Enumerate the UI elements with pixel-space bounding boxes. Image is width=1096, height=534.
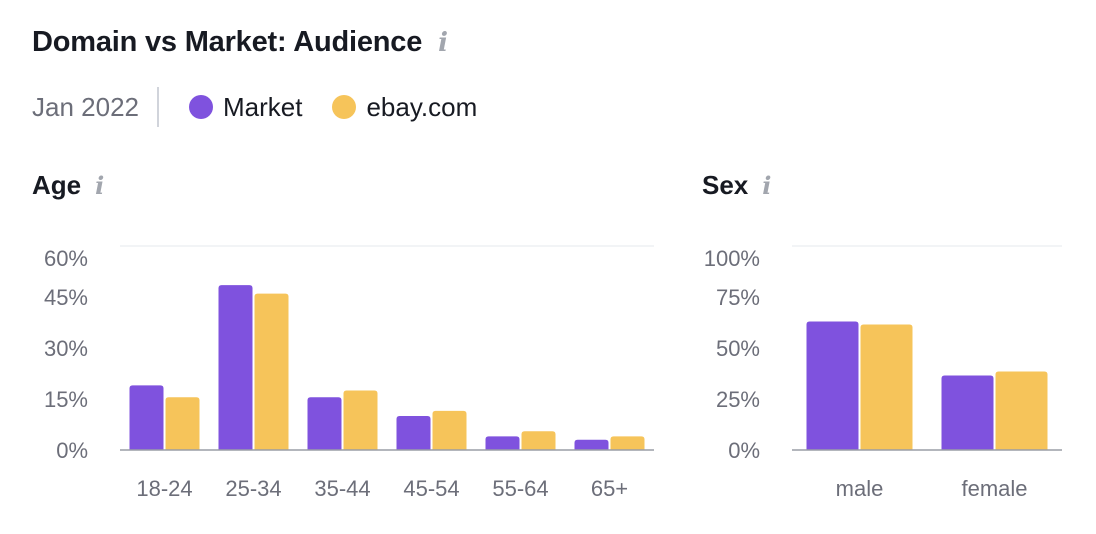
sex-section-title: Sex i (702, 170, 771, 201)
age-y-tick-label: 30% (44, 336, 88, 361)
age-info-icon[interactable]: i (95, 170, 105, 200)
sex-y-tick-label: 100% (704, 246, 760, 271)
age-bar-ebay[interactable] (254, 293, 289, 450)
legend-divider (156, 87, 159, 127)
sex-bar-ebay[interactable] (995, 371, 1048, 450)
sex-info-icon[interactable]: i (762, 170, 772, 200)
legend-label-ebay: ebay.com (366, 91, 478, 122)
sex-bar-market[interactable] (941, 375, 994, 450)
age-section-title: Age i (32, 170, 104, 201)
age-bar-market[interactable] (307, 397, 342, 450)
age-bar-market[interactable] (485, 436, 520, 450)
legend-label-market: Market (222, 91, 303, 122)
legend-item-ebay[interactable]: ebay.com (332, 92, 477, 123)
age-y-tick-label: 45% (44, 285, 88, 310)
sex-x-tick-label: female (961, 476, 1027, 501)
legend-item-market[interactable]: Market (188, 91, 303, 123)
legend-dot-market (188, 95, 213, 119)
age-bar-market[interactable] (396, 416, 431, 450)
sex-bar-market[interactable] (806, 321, 859, 450)
age-bar-market[interactable] (574, 439, 609, 450)
sex-y-tick-label: 25% (716, 387, 760, 412)
sex-chart-title: Sex (702, 170, 749, 200)
widget-title: Domain vs Market: Audience (32, 26, 423, 58)
date-label[interactable]: Jan 2022 (32, 91, 139, 122)
age-y-tick-label: 60% (44, 246, 88, 271)
age-bar-ebay[interactable] (610, 436, 645, 450)
legend: Jan 2022 Market ebay.com (32, 86, 507, 128)
age-x-tick-label: 55-64 (492, 476, 548, 501)
sex-y-tick-label: 0% (728, 438, 760, 463)
age-y-tick-label: 0% (56, 438, 88, 463)
sex-x-tick-label: male (836, 476, 884, 501)
age-bar-ebay[interactable] (432, 410, 467, 450)
sex-y-tick-label: 75% (716, 285, 760, 310)
info-icon[interactable]: i (438, 27, 449, 58)
sex-y-tick-label: 50% (716, 336, 760, 361)
legend-dot-ebay (332, 95, 357, 119)
age-bar-ebay[interactable] (165, 397, 200, 450)
age-chart-title: Age (32, 170, 82, 200)
age-bar-market[interactable] (129, 385, 164, 450)
age-y-tick-label: 15% (44, 387, 88, 412)
age-x-tick-label: 18-24 (136, 476, 192, 501)
age-bar-ebay[interactable] (343, 390, 378, 451)
age-x-tick-label: 45-54 (403, 476, 459, 501)
age-bar-ebay[interactable] (521, 431, 556, 450)
widget-header: Domain vs Market: Audience i (32, 26, 448, 59)
age-x-tick-label: 25-34 (225, 476, 281, 501)
age-x-tick-label: 65+ (591, 476, 628, 501)
sex-bar-ebay[interactable] (860, 324, 913, 450)
age-x-tick-label: 35-44 (314, 476, 370, 501)
age-bar-market[interactable] (218, 285, 253, 450)
